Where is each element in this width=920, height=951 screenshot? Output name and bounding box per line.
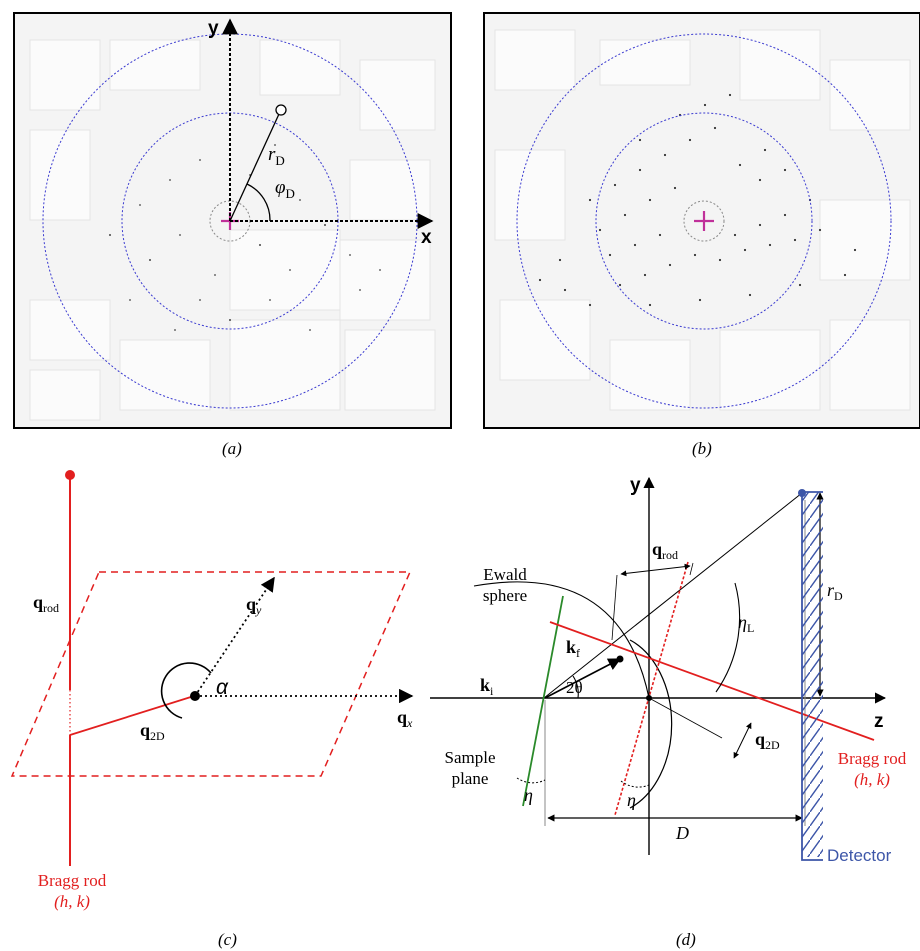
a-x-label: x [421, 227, 432, 248]
d-qrod-arrow [620, 563, 691, 577]
panel-b-detector-image [483, 12, 920, 429]
d-2theta-arc [572, 675, 579, 699]
d-q2d-arrow [733, 722, 752, 759]
d-ewald-intersection [616, 655, 624, 663]
spot-marker [275, 104, 287, 116]
panel-d-diagram [430, 476, 887, 861]
d-distance-label: D [675, 823, 689, 843]
caption-d: (d) [676, 930, 696, 949]
c-q2d-label: q2D [140, 720, 165, 743]
d-etaL-label: ηL [738, 612, 754, 635]
c-qx-label: qx [397, 707, 413, 730]
d-sample-line1: Sample [445, 748, 496, 767]
c-qrod-label: qrod [33, 592, 59, 615]
caption-c: (c) [218, 930, 237, 949]
panel-c-diagram [10, 470, 414, 866]
b-outer-ring [516, 33, 892, 409]
c-alpha-arc [160, 662, 212, 719]
d-y-label: y [630, 475, 641, 496]
d-detector-plate [801, 491, 823, 861]
c-qy-label: qy [246, 594, 262, 617]
d-eta-arc2 [620, 780, 650, 788]
d-sample-plane [522, 595, 564, 807]
d-ewald-line2: sphere [483, 586, 527, 605]
d-ki-label: ki [480, 675, 494, 698]
a-y-label: y [208, 18, 219, 39]
d-bragg-rod [549, 621, 875, 741]
caption-a: (a) [222, 439, 242, 458]
d-scattered-ray [543, 492, 803, 699]
d-eta-arc1 [516, 777, 546, 784]
d-qrod-ext2 [689, 562, 694, 576]
c-bragg-label-line1: Bragg rod [38, 871, 107, 890]
d-rod-projection [614, 561, 689, 816]
a-angle-label: φD [275, 177, 295, 201]
d-qrod-label: qrod [652, 539, 678, 562]
d-kf-vector [544, 658, 622, 699]
d-q2d-label: q2D [755, 729, 780, 752]
a-radius-label: rD [268, 144, 285, 168]
d-z-label: z [874, 711, 884, 732]
d-etaL-arc [715, 582, 741, 693]
d-bragg-label-line2: (h, k) [854, 770, 890, 789]
c-alpha-label: α [216, 676, 229, 699]
radius-line [229, 113, 280, 222]
d-detector-label: Detector [827, 846, 892, 865]
d-2theta-label: 2θ [566, 678, 583, 697]
d-bragg-label-line1: Bragg rod [838, 749, 907, 768]
d-ewald-line1: Ewald [483, 565, 527, 584]
d-rD-label: rD [827, 580, 843, 603]
d-sample-line2: plane [452, 769, 489, 788]
d-eta-label-1: η [524, 785, 533, 805]
c-q2d-vector [69, 695, 195, 736]
caption-b: (b) [692, 439, 712, 458]
c-bragg-label-line2: (h, k) [54, 892, 90, 911]
c-reciprocal-plane [10, 571, 412, 777]
d-ewald-leader [473, 581, 650, 699]
panel-a-detector-image [13, 12, 452, 429]
c-rod-endpoint [65, 470, 75, 480]
d-qrod-ext1 [611, 574, 618, 641]
angle-arc [246, 183, 271, 222]
d-kf-label: kf [566, 637, 580, 660]
d-eta-label-2: η [627, 790, 636, 810]
d-detector-hatch [802, 492, 823, 857]
b-beamstop-ring [683, 200, 725, 242]
b-beam-center-marker [694, 211, 714, 231]
c-qy-axis [194, 576, 275, 697]
d-ewald-arc [629, 639, 673, 809]
b-inner-ring [595, 112, 813, 330]
d-q2d-ext [648, 697, 723, 739]
